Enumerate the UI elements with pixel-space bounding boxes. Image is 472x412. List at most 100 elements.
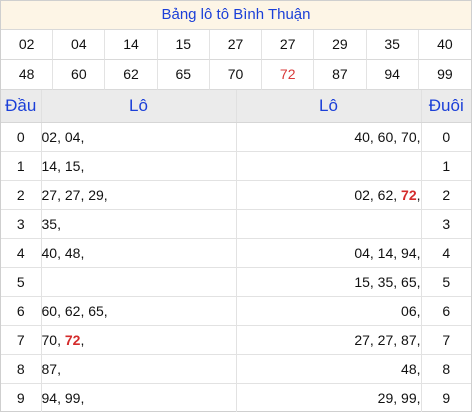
duoi-digit: 6 [421,296,471,326]
loto-number: 65 [401,274,417,290]
lo-left-cell: 87, [41,354,237,384]
loto-number: 27 [64,187,81,203]
lo-right-cell: 48, [236,354,422,384]
loto-number: 04 [64,129,81,145]
dau-digit: 7 [1,325,42,355]
table-header-row: Đầu Lô Lô Đuôi [1,90,471,123]
duoi-digit: 7 [421,325,471,355]
dau-digit: 5 [1,267,42,297]
result-number: 27 [262,30,315,60]
lo-right-cell [236,209,422,239]
result-number: 99 [418,60,471,90]
lo-right-cell: 02, 62, 72, [236,180,422,210]
loto-number: 15 [64,158,81,174]
loto-number: 99 [401,390,417,406]
table-row: 6 60, 62, 65, 06, 6 [1,296,471,326]
header-dau: Đầu [1,90,42,123]
lo-right-cell: 27, 27, 87, [236,325,422,355]
loto-number: 06 [401,303,417,319]
result-number: 62 [105,60,158,90]
table-row: 7 70, 72, 27, 27, 87, 7 [1,325,471,355]
dau-digit: 0 [1,122,42,152]
loto-number: 27 [377,332,394,348]
loto-number: 40 [354,129,370,145]
loto-number: 40 [41,245,58,261]
duoi-digit: 2 [421,180,471,210]
loto-table: Đầu Lô Lô Đuôi 0 02, 04, 40, 60, 70, 0 1 14, … [1,90,471,412]
result-number: 60 [53,60,106,90]
lo-left-cell: 40, 48, [41,238,237,268]
table-row: 1 14, 15, 1 [1,151,471,181]
lo-left-cell: 35, [41,209,237,239]
duoi-digit: 1 [421,151,471,181]
header-duoi: Đuôi [421,90,471,123]
dau-digit: 3 [1,209,42,239]
loto-number: 29 [88,187,104,203]
loto-number: 35 [41,216,58,232]
loto-number: 87 [41,361,58,377]
loto-number: 72 [64,332,81,348]
result-number: 48 [1,60,54,90]
loto-number: 60 [377,129,394,145]
duoi-digit: 9 [442,390,451,406]
loto-number: 87 [401,332,417,348]
lo-right-cell: 40, 60, 70, [236,122,422,152]
lo-left-cell: 02, 04, [41,122,237,152]
dau-digit: 1 [1,151,42,181]
header-lo-right: Lô [236,90,422,123]
loto-number: 02 [41,129,58,145]
loto-number: 29 [377,390,394,406]
table-row: 3 35, 3 [1,209,471,239]
result-number: 04 [53,30,106,60]
table-row: 0 02, 04, 40, 60, 70, 0 [1,122,471,152]
loto-number: 35 [377,274,394,290]
loto-number: 62 [64,303,81,319]
loto-number: 70 [41,332,58,348]
loto-number: 04 [354,245,370,261]
lo-left-cell: 70, 72, [41,325,237,355]
table-row: 8 87, 48, 8 [1,354,471,384]
loto-number: 94 [401,245,417,261]
table-row: 2 27, 27, 29, 02, 62, 72, 2 [1,180,471,210]
result-number: 72 [262,60,315,90]
loto-number: 14 [41,158,58,174]
lo-left-cell: 94, 99, [41,383,237,412]
lo-left-cell: 27, 27, 29, [41,180,237,210]
dau-digit: 9 [1,383,42,412]
loto-number: 02 [354,187,370,203]
loto-number: 60 [41,303,58,319]
lo-right-cell [236,151,422,181]
duoi-digit: 5 [421,267,471,297]
lo-right-cell: 29, 99, [236,383,422,412]
loto-number: 72 [401,187,417,203]
result-number: 15 [157,30,210,60]
result-number: 87 [314,60,367,90]
loto-number: 48 [64,245,81,261]
dau-digit: 8 [1,354,42,384]
duoi-digit: 8 [421,354,471,384]
loto-number: 94 [41,390,58,406]
lo-right-cell: 15, 35, 65, [236,267,422,297]
loto-number: 27 [354,332,370,348]
result-number: 70 [209,60,263,90]
dau-digit: 6 [1,296,42,326]
loto-number: 27 [41,187,58,203]
lo-left-cell: 60, 62, 65, [41,296,237,326]
lo-left-cell [41,267,237,297]
loto-number: 14 [377,245,394,261]
header-lo-left: Lô [41,90,237,123]
dau-digit: 2 [1,180,42,210]
lo-left-cell: 14, 15, [41,151,237,181]
result-number: 94 [366,60,419,90]
result-number: 29 [314,30,367,60]
result-number: 27 [209,30,263,60]
result-number: 02 [1,30,54,60]
duoi-digit: 3 [421,209,471,239]
loto-number: 15 [354,274,370,290]
result-number: 14 [105,30,158,60]
table-row: 9 94, 99, 29, 99, 9 [1,383,471,412]
table-title: Bảng lô tô Bình Thuận [1,1,471,30]
duoi-digit: 4 [421,238,471,268]
lo-right-cell: 06, [236,296,422,326]
